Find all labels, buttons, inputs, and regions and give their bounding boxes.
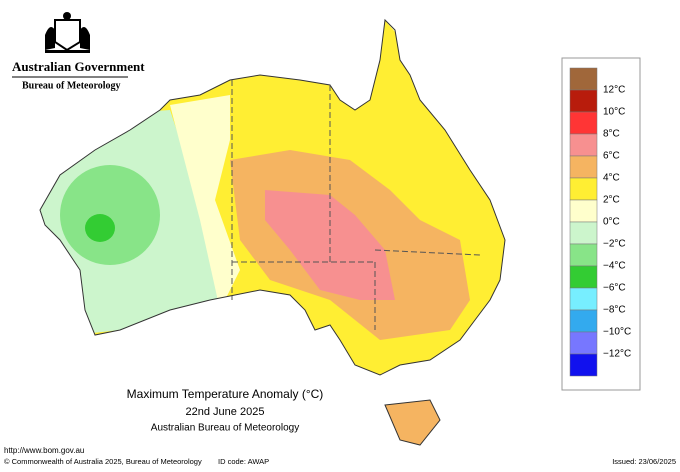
legend-swatch <box>569 67 598 91</box>
legend-swatch <box>569 111 598 135</box>
bureau: Bureau of Meteorology <box>22 80 121 91</box>
legend-swatch <box>569 331 598 355</box>
state-borders <box>231 80 481 330</box>
legend-label: −4°C <box>603 261 626 272</box>
legend-label: 4°C <box>603 173 620 184</box>
legend-label: −6°C <box>603 283 626 294</box>
legend-label: −8°C <box>603 305 626 316</box>
legend-label: −10°C <box>603 327 631 338</box>
legend-swatch <box>569 177 598 201</box>
footer-id: ID code: AWAP <box>218 457 269 466</box>
legend-label: 12°C <box>603 85 625 96</box>
map-source: Australian Bureau of Meteorology <box>151 423 299 434</box>
legend-swatch <box>569 309 598 333</box>
map-title: Maximum Temperature Anomaly (°C) <box>127 387 324 401</box>
legend-swatch <box>569 89 598 113</box>
legend: 12°C 10°C 8°C 6°C 4°C 2°C 0°C −2°C −4°C −6°C −8°C −… <box>561 57 641 391</box>
legend-label: 8°C <box>603 129 620 140</box>
legend-swatch <box>569 155 598 179</box>
legend-label: −12°C <box>603 349 631 360</box>
legend-label: −2°C <box>603 239 626 250</box>
legend-swatch <box>569 221 598 245</box>
legend-swatch <box>569 265 598 289</box>
footer-copyright: © Commonwealth of Australia 2025, Bureau… <box>4 457 202 466</box>
government: Australian Government <box>12 59 145 74</box>
legend-label: 6°C <box>603 151 620 162</box>
legend-swatch <box>569 287 598 311</box>
legend-swatch <box>569 133 598 157</box>
legend-label: 0°C <box>603 217 620 228</box>
legend-label: 10°C <box>603 107 625 118</box>
legend-swatch <box>569 243 598 267</box>
legend-label: 2°C <box>603 195 620 206</box>
map-date: 22nd June 2025 <box>186 406 265 418</box>
legend-swatch <box>569 199 598 223</box>
legend-swatch <box>569 353 598 377</box>
footer-issued: Issued: 23/06/2025 <box>612 457 676 466</box>
emblem <box>45 12 90 53</box>
tasmania <box>384 399 441 446</box>
footer-url: http://www.bom.gov.au <box>4 446 84 455</box>
